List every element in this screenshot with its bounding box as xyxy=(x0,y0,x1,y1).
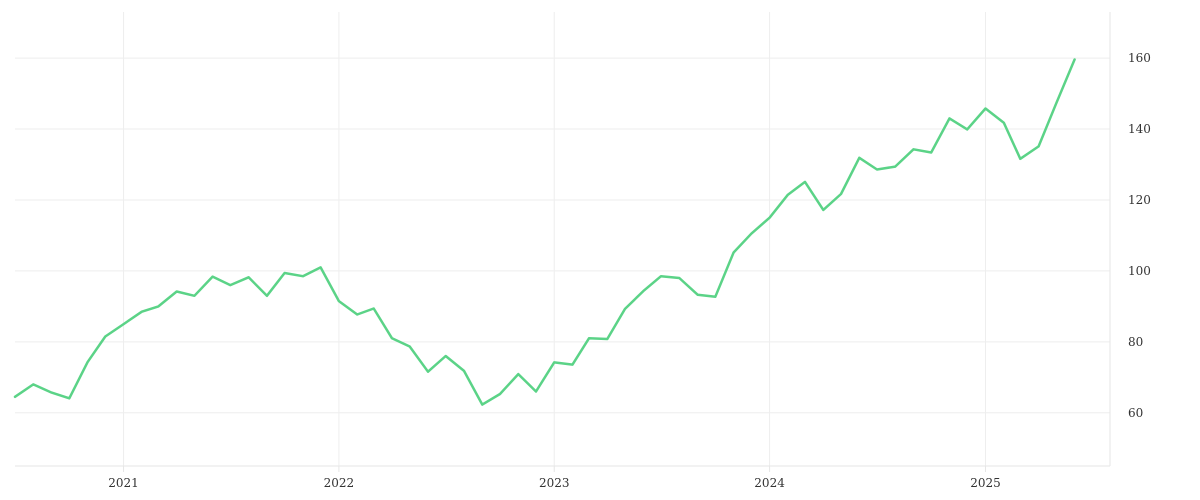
x-tick-label-2023: 2023 xyxy=(539,476,570,490)
x-gridlines xyxy=(123,12,987,466)
y-tick-label-140: 140 xyxy=(1128,122,1151,136)
series-line-0 xyxy=(13,58,1076,406)
y-gridlines xyxy=(15,57,1110,414)
y-tick-label-120: 120 xyxy=(1128,193,1151,207)
y-tick-label-100: 100 xyxy=(1128,264,1151,278)
series-layer xyxy=(13,58,1076,406)
x-tick-label-2025: 2025 xyxy=(970,476,1001,490)
x-tick-label-2022: 2022 xyxy=(324,476,355,490)
axes xyxy=(15,12,1111,472)
x-tick-labels: 2021 2022 2023 2024 2025 xyxy=(108,476,1001,490)
y-tick-labels: 60 80 100 120 140 160 xyxy=(1128,51,1151,420)
x-tick-label-2021: 2021 xyxy=(108,476,139,490)
y-tick-label-160: 160 xyxy=(1128,51,1151,65)
x-tick-label-2024: 2024 xyxy=(754,476,785,490)
y-tick-label-60: 60 xyxy=(1128,406,1143,420)
y-tick-label-80: 80 xyxy=(1128,335,1143,349)
